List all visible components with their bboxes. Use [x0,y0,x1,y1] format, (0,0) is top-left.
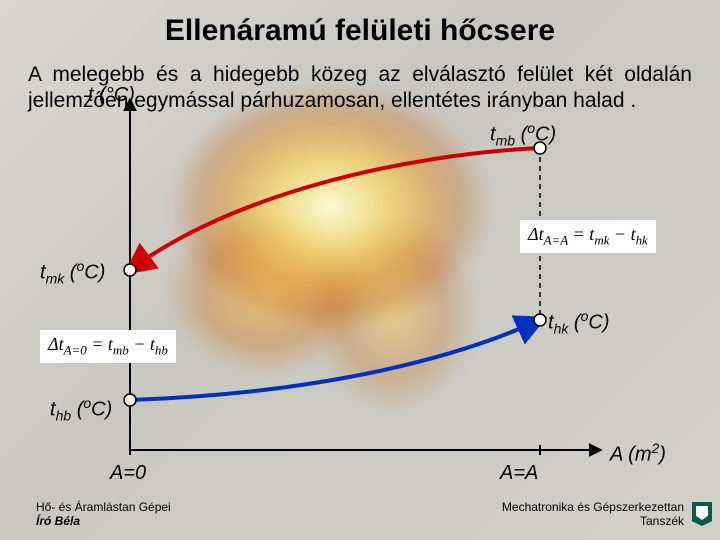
formula-right: ΔtA=A = tmk − thk [520,220,656,253]
footer-left-line1: Hő- és Áramlástan Gépei [36,500,171,514]
footer-right-line2: Tanszék [502,514,684,528]
hot-curve [130,148,540,270]
footer-left-line2: Író Béla [36,514,171,528]
label-a0: A=0 [110,462,146,485]
marker-thk [534,314,546,326]
formula-left: ΔtA=0 = tmb − thb [40,330,176,363]
marker-thb [124,394,136,406]
footer-right-line1: Mechatronika és Gépszerkezettan [502,500,684,514]
label-axis-A: A (m2) [610,440,666,467]
marker-tmk [124,264,136,276]
label-aA: A=A [500,462,538,485]
dept-logo-icon [692,502,712,526]
label-thb: thb (oC) [50,395,112,424]
slide: Ellenáramú felületi hőcsere A melegebb é… [0,0,720,540]
label-tmb: tmb (oC) [490,120,556,149]
footer-right: Mechatronika és Gépszerkezettan Tanszék [502,500,684,528]
label-thk: thk (oC) [548,308,609,337]
cold-curve [130,320,540,400]
footer-left: Hő- és Áramlástan Gépei Író Béla [36,500,171,528]
label-tmk: tmk (oC) [40,258,105,287]
